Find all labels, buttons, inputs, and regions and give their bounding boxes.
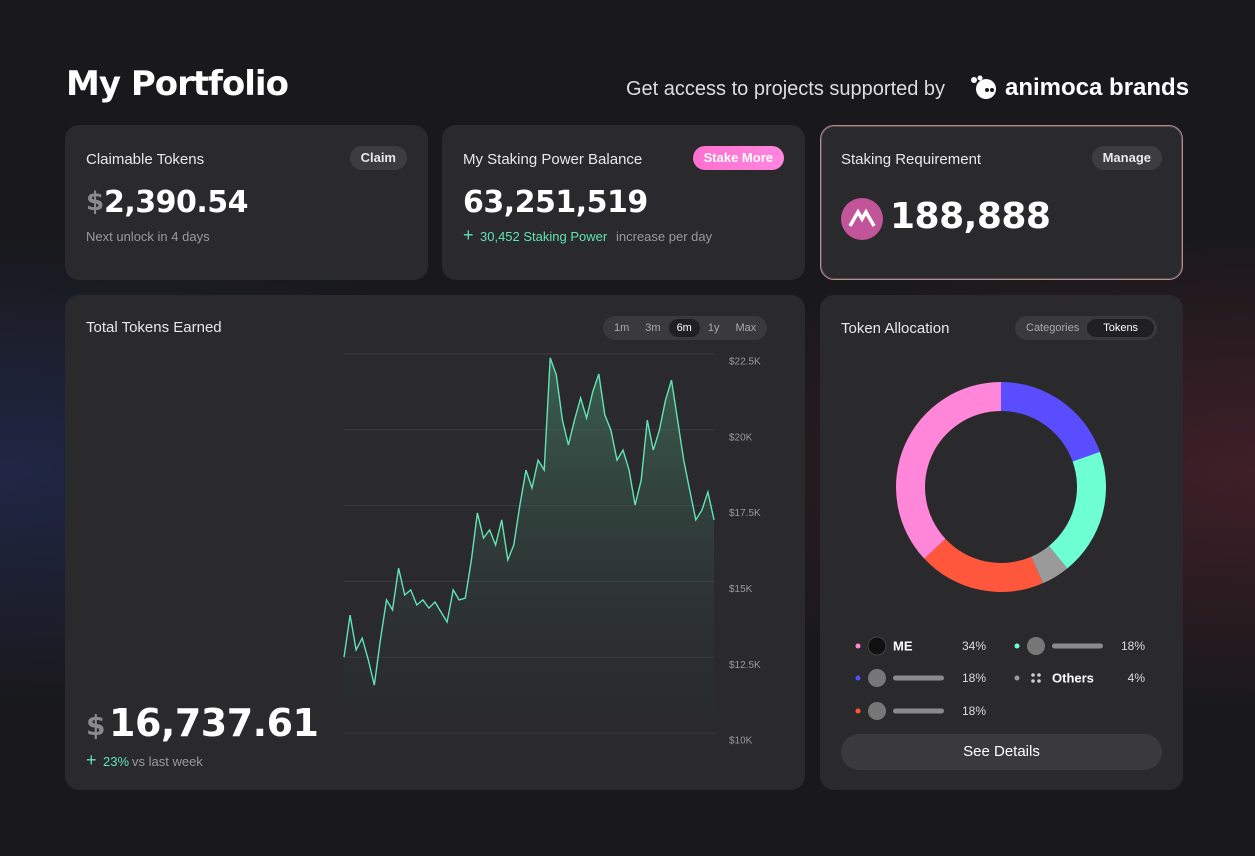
others-icon: [1037, 679, 1041, 683]
see-details-button[interactable]: See Details: [841, 734, 1162, 770]
claim-button[interactable]: Claim: [349, 146, 407, 170]
token-icon: [841, 198, 883, 240]
token-icon: [867, 636, 887, 656]
tagline: Get access to projects supported by: [626, 78, 946, 100]
card-title: Claimable Tokens: [86, 151, 205, 168]
donut-slice: [1001, 382, 1100, 462]
tab-button[interactable]: Tokens: [1087, 319, 1155, 337]
allocation-card: Token Allocation Categories Tokens See De…: [820, 295, 1183, 790]
placeholder-bar: [1052, 643, 1103, 649]
brand: animoca brands: [1005, 74, 1190, 101]
brand-logo: [971, 75, 996, 99]
legend-value: 18%: [962, 704, 986, 718]
placeholder-bar: [893, 708, 944, 714]
area: [344, 357, 714, 733]
amount: 63,251,519: [463, 185, 648, 220]
note: increase per day: [616, 229, 713, 244]
y-tick-label: $22.5K: [729, 357, 761, 368]
card-title: Token Allocation: [841, 320, 950, 337]
others-icon: [1031, 679, 1035, 683]
token-icon: [868, 702, 886, 720]
delta: 30,452 Staking Power: [480, 229, 608, 244]
legend-value: 34%: [962, 639, 986, 653]
change-note: vs last week: [132, 754, 203, 769]
others-icon: [1031, 673, 1035, 677]
placeholder-bar: [893, 675, 944, 681]
currency: $: [86, 187, 104, 217]
legend-dot: [855, 675, 861, 681]
legend-label: Others: [1052, 670, 1094, 685]
range-button[interactable]: Max: [735, 322, 757, 334]
legend-value: 18%: [962, 671, 986, 685]
amount: 188,888: [890, 196, 1051, 237]
manage-button[interactable]: Manage: [1091, 146, 1162, 170]
legend-label: ME: [893, 638, 913, 653]
plus-icon: +: [463, 225, 474, 245]
others-icon: [1037, 673, 1041, 677]
token-icon: [868, 669, 886, 687]
note: Next unlock in 4 days: [86, 229, 210, 244]
legend-value: 4%: [1128, 671, 1146, 685]
legend-dot: [855, 708, 861, 714]
range-selector: 1m 3m 6m 1y Max: [603, 316, 768, 340]
page-title: My Portfolio: [66, 64, 289, 104]
card-title: Staking Requirement: [841, 151, 982, 168]
requirement-card: Staking Requirement Manage 188,888: [820, 125, 1183, 280]
stake-more-button[interactable]: Stake More: [692, 146, 784, 170]
y-tick-label: $20K: [729, 432, 753, 443]
amount: 16,737.61: [109, 701, 319, 745]
card-title: Total Tokens Earned: [86, 319, 222, 336]
y-tick-label: $12.5K: [729, 660, 761, 671]
donut-slice: [1031, 545, 1068, 584]
plus-icon: +: [86, 750, 97, 770]
staking-power-card: My Staking Power Balance Stake More 63,2…: [442, 125, 805, 280]
range-button[interactable]: 1y: [707, 322, 720, 334]
line: [343, 357, 715, 686]
card-title: My Staking Power Balance: [463, 151, 643, 168]
donut-slice: [924, 538, 1043, 593]
change: 23%: [103, 754, 130, 769]
y-tick-label: $15K: [729, 584, 753, 595]
token-icon: [1027, 637, 1045, 655]
y-tick-label: $10K: [729, 736, 753, 747]
donut-slice: [895, 382, 1001, 559]
y-tick-label: $17.5K: [729, 508, 761, 519]
legend-dot: [855, 643, 861, 649]
amount: 2,390.54: [104, 185, 249, 220]
legend-value: 18%: [1121, 639, 1145, 653]
tab-button[interactable]: Categories: [1026, 322, 1080, 334]
donut-slice: [1048, 451, 1107, 569]
claimable-card: Claimable Tokens Claim $ 2,390.54 Next u…: [65, 125, 428, 280]
tab-selector: Categories Tokens: [1015, 316, 1158, 340]
range-button[interactable]: 6m: [668, 319, 700, 337]
currency: $: [86, 709, 105, 742]
legend-dot: [1014, 675, 1020, 681]
legend-dot: [1014, 643, 1020, 649]
range-button[interactable]: 1m: [614, 322, 630, 334]
range-button[interactable]: 3m: [645, 322, 661, 334]
